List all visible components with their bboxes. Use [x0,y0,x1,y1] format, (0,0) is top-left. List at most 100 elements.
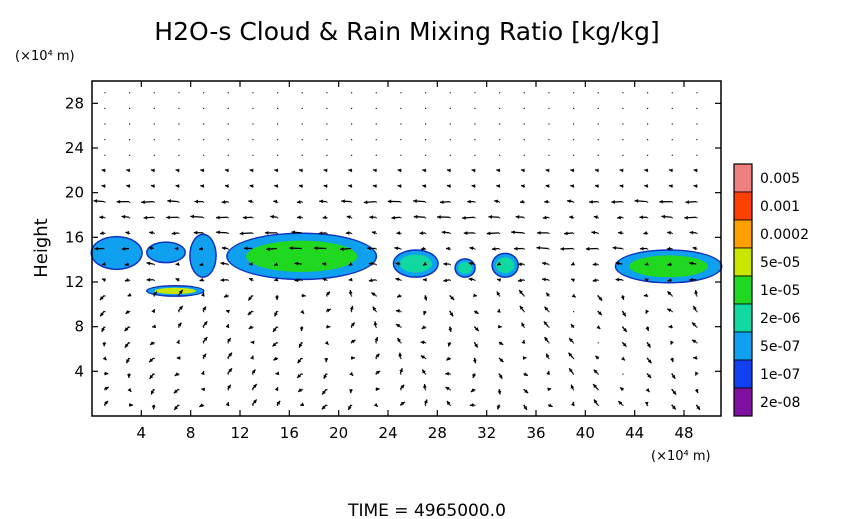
wind-arrow-head [326,324,331,329]
wind-arrow [617,400,623,406]
x-tick-label: 12 [230,424,249,442]
wind-arrow [198,246,204,251]
wind-arrow [570,384,575,390]
grid-dot [351,232,353,235]
wind-arrow [322,262,327,266]
x-tick-label: 48 [674,424,693,442]
grid-dot [425,326,427,328]
grid-dot [178,311,180,313]
legend-label: 0.005 [760,171,800,187]
wind-arrow-head [200,371,205,376]
wind-arrow [150,168,155,173]
wind-arrow-head [372,184,377,188]
grid-dot [449,248,451,250]
wind-arrow [595,355,600,360]
wind-arrow [324,357,329,363]
wind-arrow-head [486,231,491,236]
wind-arrow [363,200,376,205]
cloud-core [495,257,515,274]
wind-arrow-head [102,278,107,282]
grid-dot [104,217,106,219]
grid-dot [227,92,229,94]
wind-arrow [153,291,158,296]
wind-arrow-head [496,308,501,313]
grid-dot [474,92,476,94]
grid-dot [203,92,205,94]
wind-arrow [372,306,377,312]
x-tick-label: 44 [625,424,644,442]
wind-arrow [691,339,697,344]
wind-arrow [396,231,401,235]
grid-dot [449,264,451,266]
wind-arrow [297,388,303,393]
wind-arrow [325,291,331,296]
grid-dot [474,139,476,141]
grid-dot [622,123,624,125]
wind-arrow [396,337,402,343]
wind-arrow-head [423,296,428,301]
wind-arrow-head [694,290,699,294]
wind-arrow-head [692,322,696,327]
grid-dot [400,217,402,219]
grid-dot [696,217,698,219]
wind-arrow-head [450,296,455,300]
wind-arrow [248,262,253,267]
grid-dot [647,217,649,219]
grid-dot [696,232,698,235]
wind-arrow [419,231,426,235]
wind-arrow [141,200,154,205]
wind-arrow-head [445,386,450,391]
grid-dot [203,107,205,109]
wind-arrow-head [174,406,178,410]
wind-arrow-head [350,322,355,327]
wind-arrow-head [419,231,424,235]
wind-arrow [124,278,130,282]
grid-dot [326,107,328,109]
wind-arrow-head [595,355,600,360]
wind-arrow-head [620,387,625,392]
wind-arrow [422,310,427,316]
wind-arrow [227,384,232,390]
grid-dot [671,123,673,125]
legend-swatch [733,303,753,333]
wind-arrow-head [323,374,328,379]
wind-arrow-head [400,384,405,389]
wind-arrow [103,400,109,406]
cloud-core [629,255,708,278]
cloud-core [193,241,213,271]
wind-arrow [346,215,352,219]
cloud-region [189,233,217,278]
wind-arrow [568,337,574,343]
wind-arrow [397,168,402,173]
wind-arrow [274,168,279,173]
wind-arrow-head [521,322,525,327]
wind-arrow [521,339,526,344]
wind-arrow-head [523,372,528,376]
grid-dot [104,92,106,94]
grid-dot [647,123,649,125]
wind-arrow-head [387,199,392,204]
wind-arrow-head [647,374,652,379]
wind-arrow [372,168,377,173]
grid-dot [252,139,254,141]
wind-arrow [373,402,379,408]
wind-arrow-head [100,231,104,235]
wind-arrow [496,291,501,296]
wind-arrow-head [294,278,299,283]
grid-dot [178,92,180,94]
wind-arrow [645,326,650,332]
grid-dot [104,389,106,391]
wind-arrow-head [537,230,541,235]
wind-arrow [547,387,552,392]
wind-arrow-head [619,168,624,173]
grid-dot [178,389,180,391]
grid-dot [647,295,649,297]
wind-arrow [666,246,672,251]
wind-arrow [395,277,401,282]
wind-arrow [348,168,353,173]
wind-arrow-head [264,230,269,235]
grid-dot [597,232,599,235]
wind-arrow-head [545,184,550,188]
grid-dot [499,201,501,203]
